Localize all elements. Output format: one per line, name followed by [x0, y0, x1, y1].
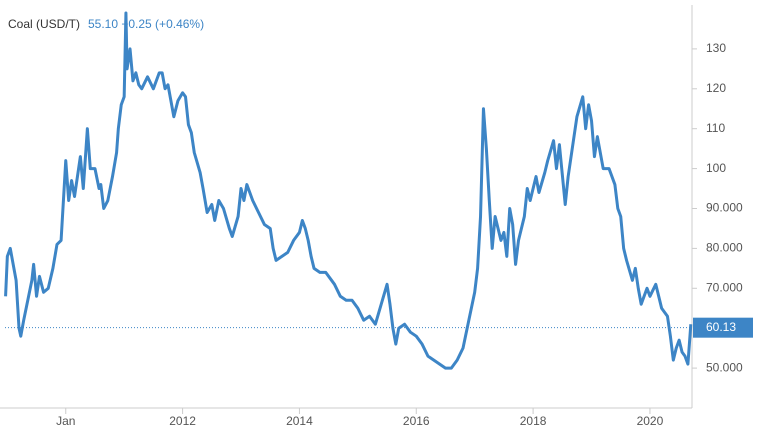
y-tick-label: 100 — [706, 161, 726, 175]
x-tick-label: Jan — [56, 414, 75, 428]
chart-subtitle: 55.10 +0.25 (+0.46%) — [88, 17, 204, 31]
y-tick-label: 110 — [706, 121, 725, 135]
y-tick-label: 80.000 — [706, 241, 743, 255]
y-tick-label: 130 — [706, 41, 726, 55]
x-tick-label: 2014 — [286, 414, 313, 428]
x-tick-label: 2020 — [637, 414, 664, 428]
x-tick-label: 2016 — [403, 414, 430, 428]
price-line — [4, 11, 693, 370]
y-tick-label: 50.000 — [706, 360, 743, 374]
y-tick-label: 120 — [706, 81, 726, 95]
chart-title: Coal (USD/T) — [8, 17, 80, 31]
x-tick-label: 2012 — [169, 414, 196, 428]
last-value-label: 60.13 — [706, 320, 736, 334]
last-value-box — [693, 317, 753, 338]
x-tick-label: 2018 — [520, 414, 547, 428]
y-tick-label: 70.000 — [706, 280, 743, 294]
y-tick-label: 90.000 — [706, 201, 743, 215]
